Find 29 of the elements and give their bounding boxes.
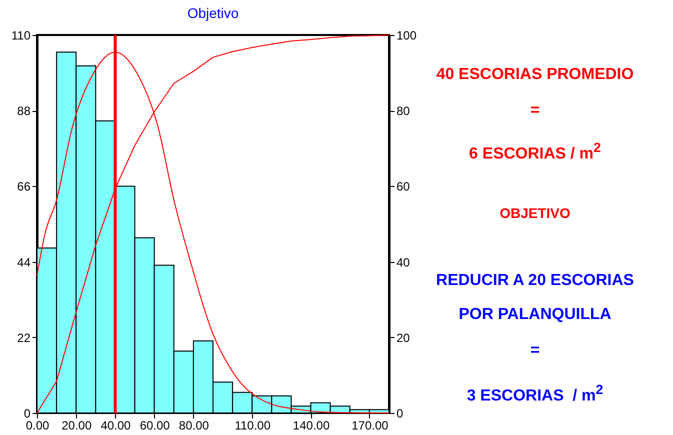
y2-tick-label: 40 xyxy=(396,255,410,270)
y2-tick-label: 20 xyxy=(396,330,410,345)
y2-tick-label: 80 xyxy=(396,104,410,118)
x-tick-label: 140.00 xyxy=(292,418,330,432)
x-tick-label: 110.00 xyxy=(234,418,271,432)
text: OBJETIVO xyxy=(498,205,572,221)
x-tick-label: 40.00 xyxy=(100,418,132,432)
text: = xyxy=(529,342,541,360)
y2-tick-label: 60 xyxy=(396,180,410,194)
y-tick-label: 44 xyxy=(17,255,31,270)
text: REDUCIR A 20 ESCORIAS xyxy=(435,272,635,290)
text: 3 ESCORIAS / m$^{2}$ xyxy=(466,382,604,406)
text: 6 ESCORIAS / m$^{2}$ xyxy=(468,140,602,164)
y-tick-label: 0 xyxy=(24,406,31,420)
text: = xyxy=(529,102,541,120)
text: POR PALANQUILLA xyxy=(458,306,612,324)
y-tick-label: 66 xyxy=(17,180,31,194)
y2-tick-label: 0 xyxy=(396,406,404,420)
y-tick-label: 22 xyxy=(17,330,31,345)
y2-tick-label: 100 xyxy=(396,28,417,42)
chart-title: Objetivo xyxy=(187,5,239,21)
x-tick-label: 0.00 xyxy=(26,418,50,432)
x-tick-label: 60.00 xyxy=(140,418,170,432)
text: 40 ESCORIAS PROMEDIO xyxy=(435,66,635,84)
x-tick-label: 80.00 xyxy=(178,418,210,432)
y-tick-label: 110 xyxy=(11,28,31,42)
y-tick-label: 88 xyxy=(17,104,31,118)
x-tick-label: 170.00 xyxy=(352,418,389,432)
x-tick-label: 20.00 xyxy=(62,418,92,432)
